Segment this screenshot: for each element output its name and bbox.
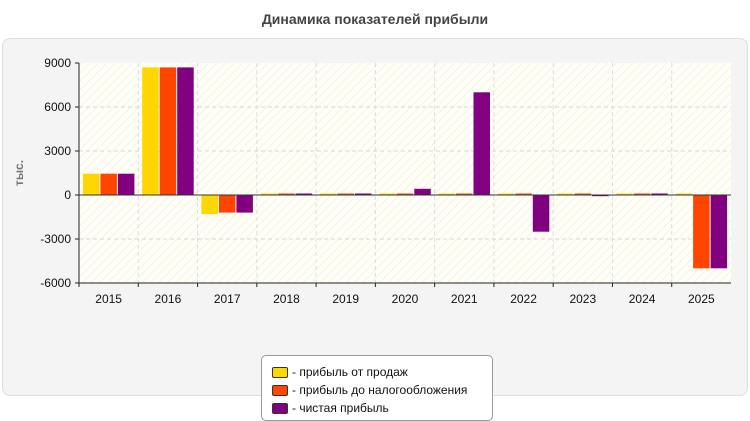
legend-label: - чистая прибыль	[292, 401, 389, 415]
bar	[260, 193, 278, 195]
chart-title: Динамика показателей прибыли	[261, 11, 489, 27]
bar	[355, 193, 372, 195]
plot-background	[79, 63, 731, 283]
y-tick-label: 0	[64, 188, 71, 202]
x-tick-label: 2019	[332, 292, 359, 306]
bar	[320, 193, 337, 195]
bar	[710, 195, 728, 269]
legend-item: - прибыль от продаж	[272, 363, 492, 381]
x-tick-label: 2024	[629, 292, 656, 306]
bar	[497, 193, 515, 195]
legend-label: - прибыль от продаж	[292, 365, 408, 379]
y-tick-label: -3000	[40, 232, 71, 246]
bar	[159, 67, 177, 195]
x-tick-label: 2018	[273, 292, 300, 306]
y-axis-title: тыс.	[12, 160, 26, 186]
y-tick-label: -6000	[40, 276, 71, 290]
bar	[557, 193, 574, 195]
bar	[616, 193, 633, 195]
bar	[100, 173, 117, 195]
bar	[177, 67, 194, 195]
legend: - прибыль от продаж - прибыль до налогоо…	[261, 355, 493, 421]
legend-swatch	[272, 366, 288, 378]
bar	[201, 195, 218, 215]
bar	[396, 193, 414, 195]
bar	[218, 195, 236, 213]
legend-swatch	[272, 384, 288, 396]
x-tick-label: 2021	[451, 292, 478, 306]
legend-item: - прибыль до налогообложения	[272, 381, 492, 399]
bar	[379, 193, 396, 195]
y-tick-label: 6000	[44, 100, 71, 114]
x-tick-label: 2017	[214, 292, 241, 306]
bar	[574, 193, 592, 195]
bar	[532, 195, 550, 232]
bar	[278, 193, 295, 195]
bar	[82, 173, 100, 195]
plot-area: -6000 -3000 0 3000 6000 9000 2015 2016 2017 2018 2…	[12, 56, 731, 306]
legend-swatch	[272, 402, 288, 414]
bar	[651, 193, 668, 195]
bar	[592, 195, 609, 197]
bar	[117, 173, 135, 195]
bar	[438, 193, 455, 195]
chart-panel: -6000 -3000 0 3000 6000 9000 2015 2016 2017 2018 2…	[2, 38, 748, 421]
x-tick-label: 2020	[392, 292, 419, 306]
x-tick-label: 2022	[510, 292, 537, 306]
bar	[473, 92, 490, 195]
x-tick-label: 2016	[155, 292, 182, 306]
bar	[236, 195, 253, 213]
bar	[295, 193, 313, 195]
bar	[675, 193, 693, 195]
bar	[414, 188, 431, 195]
legend-label: - прибыль до налогообложения	[292, 383, 468, 397]
x-tick-label: 2025	[688, 292, 715, 306]
y-tick-label: 9000	[44, 56, 71, 70]
bar	[693, 195, 710, 269]
bar	[515, 193, 532, 195]
bar	[633, 193, 651, 195]
y-tick-label: 3000	[44, 144, 71, 158]
x-tick-label: 2015	[95, 292, 122, 306]
bar	[142, 67, 159, 195]
legend-item: - чистая прибыль	[272, 399, 492, 417]
bar	[337, 193, 354, 195]
x-tick-label: 2023	[569, 292, 596, 306]
bar	[456, 193, 473, 195]
